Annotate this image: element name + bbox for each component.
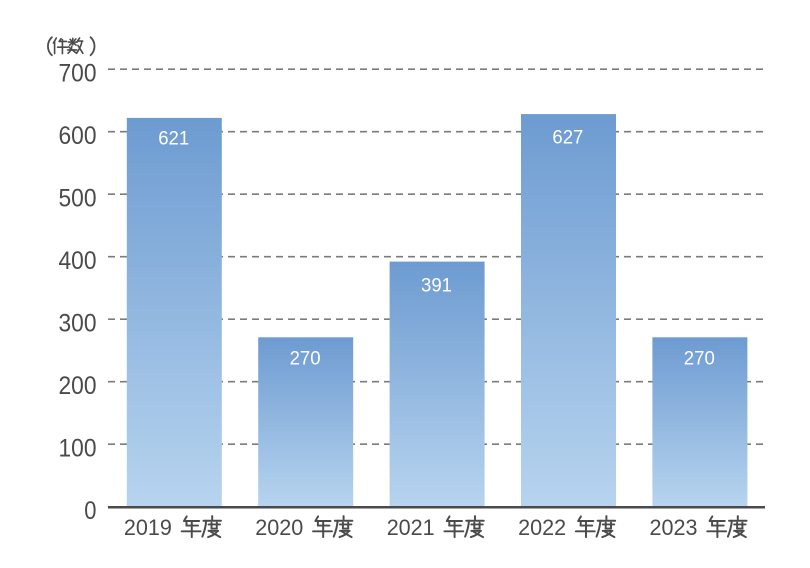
svg-text:2021: 2021 bbox=[387, 515, 435, 540]
svg-text:300: 300 bbox=[59, 310, 97, 338]
svg-text:200: 200 bbox=[59, 372, 97, 400]
svg-text:100: 100 bbox=[59, 435, 97, 463]
svg-text:2022: 2022 bbox=[518, 515, 566, 540]
svg-text:621: 621 bbox=[158, 128, 189, 150]
svg-text:500: 500 bbox=[59, 185, 97, 213]
svg-text:2019: 2019 bbox=[124, 515, 172, 540]
svg-text:2023: 2023 bbox=[650, 515, 698, 540]
svg-text:391: 391 bbox=[421, 274, 452, 296]
svg-text:600: 600 bbox=[59, 122, 97, 150]
svg-text:700: 700 bbox=[59, 60, 97, 88]
svg-text:270: 270 bbox=[684, 348, 715, 370]
svg-text:270: 270 bbox=[290, 348, 321, 370]
svg-text:0: 0 bbox=[84, 497, 96, 525]
svg-text:400: 400 bbox=[59, 247, 97, 275]
svg-text:2020: 2020 bbox=[255, 515, 303, 540]
svg-text:627: 627 bbox=[552, 127, 583, 149]
